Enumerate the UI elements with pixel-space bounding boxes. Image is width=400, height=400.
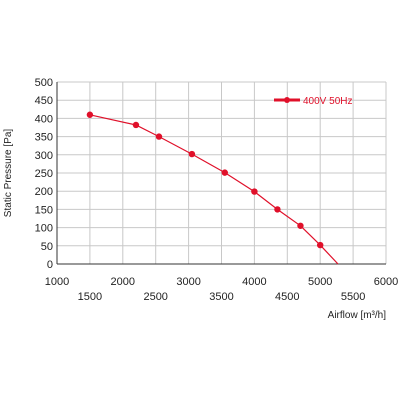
axes [56,82,386,265]
series-line [89,114,339,265]
tick-labels: 0 50 100 150 200 250 300 350 400 450 500 1000 1500 20… [35,77,399,303]
data-point [297,222,304,229]
x-tick-label: 5500 [341,291,365,303]
x-tick-label: 3500 [209,291,233,303]
series-layer [86,111,339,265]
x-tick-label: 4000 [242,276,266,288]
x-tick-label: 4500 [275,291,299,303]
x-tick-label: 1000 [45,276,69,288]
data-point [155,133,163,140]
data-point [188,150,196,158]
y-tick-label: 150 [35,204,53,216]
data-point [221,169,228,176]
y-tick-label: 50 [41,241,53,253]
legend-marker [284,97,290,103]
x-tick-label: 2000 [111,276,135,288]
y-axis-title: Static Pressure [Pa] [3,129,14,218]
x-tick-label: 1500 [78,291,102,303]
data-point [251,188,258,195]
y-tick-label: 450 [35,95,53,107]
y-tick-label: 400 [35,113,53,125]
x-tick-label: 2500 [143,291,167,303]
y-tick-label: 350 [35,132,53,144]
y-tick-label: 0 [47,259,53,271]
data-point [132,121,140,129]
legend-label: 400V 50Hz [303,96,352,107]
legend: 400V 50Hz [274,96,352,107]
data-point [274,206,281,213]
x-axis-title: Airflow [m³/h] [328,310,387,321]
grid [56,81,387,265]
y-tick-label: 250 [35,168,53,180]
y-tick-label: 300 [35,150,53,162]
x-tick-label: 3000 [176,276,200,288]
data-point [86,111,94,118]
y-tick-label: 100 [35,223,53,235]
y-tick-label: 200 [35,186,53,198]
y-tick-label: 500 [35,77,53,89]
x-tick-label: 5000 [308,276,332,288]
x-tick-label: 6000 [374,276,398,288]
data-point [317,241,324,249]
